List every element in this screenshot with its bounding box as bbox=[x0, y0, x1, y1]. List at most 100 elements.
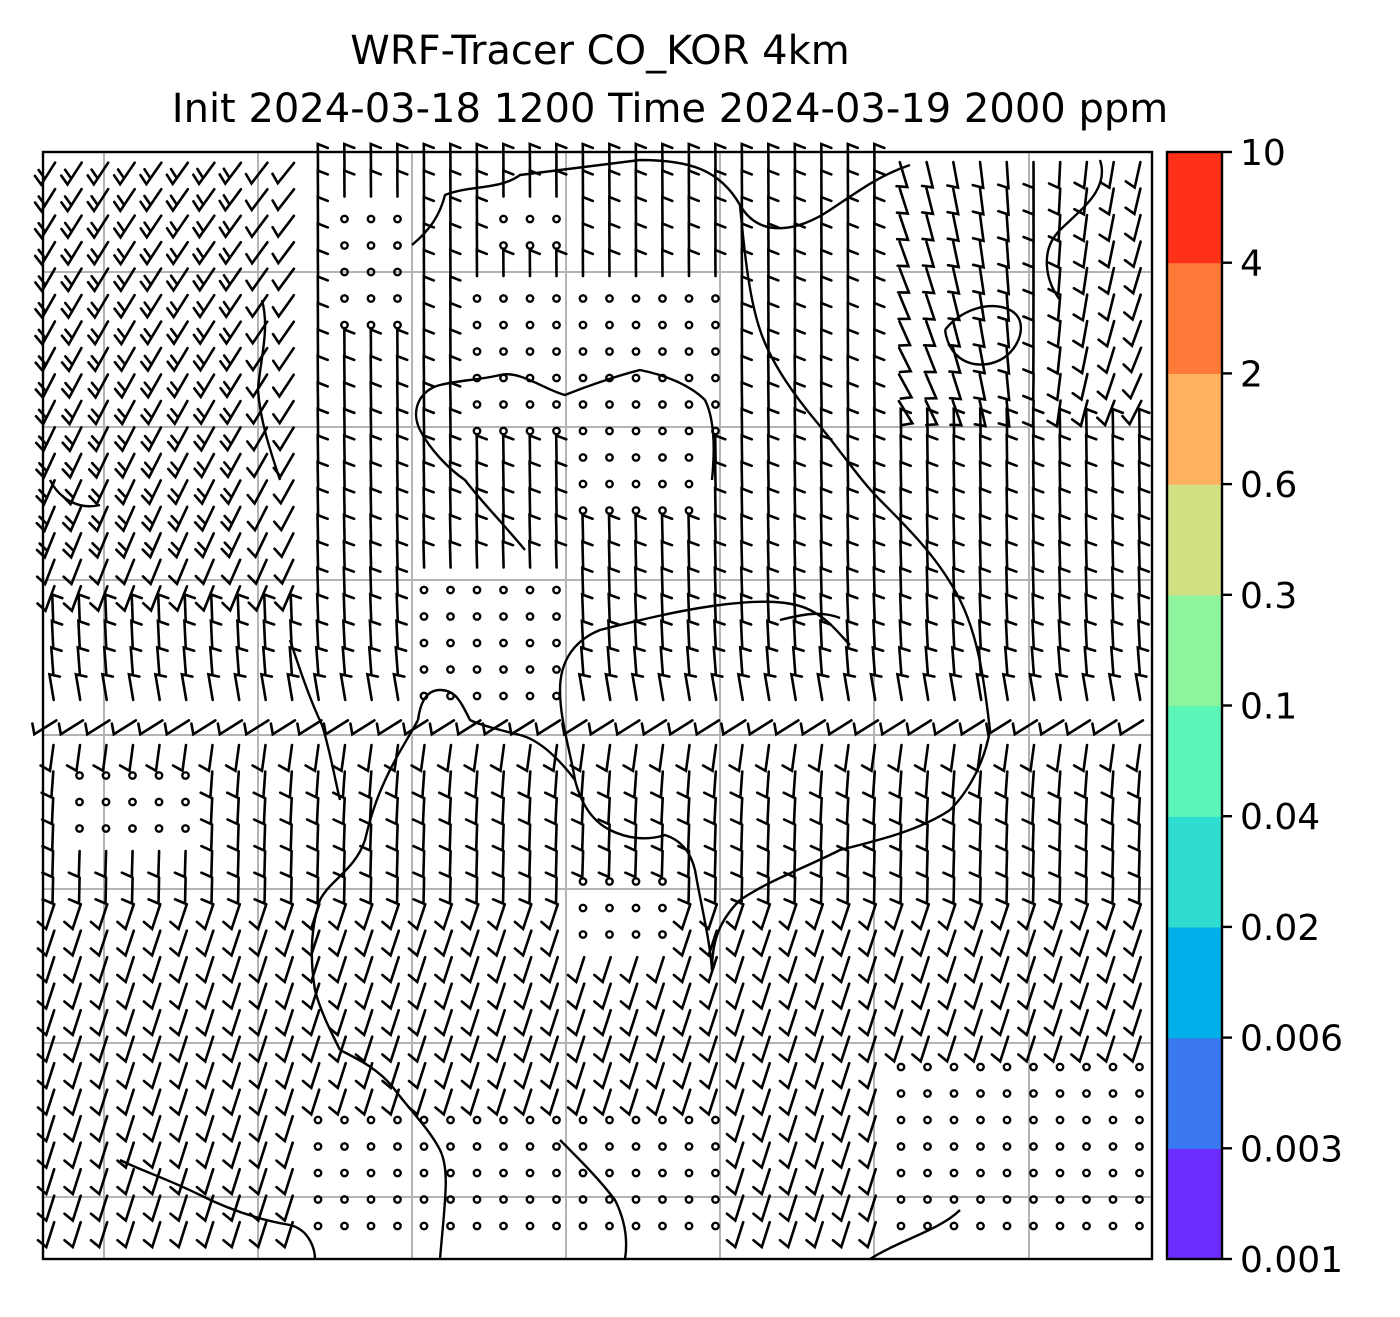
wind-barb bbox=[846, 539, 859, 569]
wind-barb bbox=[332, 876, 346, 906]
wind-barb bbox=[63, 929, 83, 958]
wind-barb bbox=[407, 1008, 427, 1038]
wind-barb bbox=[301, 902, 321, 932]
wind-barb bbox=[766, 168, 780, 198]
wind-barb bbox=[577, 672, 592, 702]
wind-barb bbox=[1110, 592, 1124, 622]
calm-marker bbox=[578, 1142, 588, 1151]
calm-marker bbox=[631, 903, 641, 913]
calm-marker bbox=[896, 1142, 906, 1151]
wind-barb bbox=[997, 346, 1011, 376]
wind-barb bbox=[139, 240, 163, 267]
wind-barb bbox=[218, 293, 242, 320]
wind-barb bbox=[116, 1141, 135, 1170]
wind-barb bbox=[342, 486, 356, 516]
calm-marker bbox=[446, 1142, 455, 1151]
wind-barb bbox=[369, 380, 382, 410]
wind-barb bbox=[110, 719, 138, 737]
wind-barb bbox=[195, 1141, 215, 1170]
wind-barb bbox=[448, 142, 462, 172]
wind-barb bbox=[116, 1167, 135, 1197]
wind-barb bbox=[113, 293, 136, 320]
calm-marker bbox=[446, 1168, 455, 1178]
wind-barb bbox=[139, 267, 163, 293]
wind-barb bbox=[86, 161, 110, 187]
wind-barb bbox=[193, 373, 216, 400]
calm-marker bbox=[923, 1089, 932, 1098]
wind-barb bbox=[1107, 672, 1122, 702]
calm-marker bbox=[499, 1115, 508, 1125]
wind-barb bbox=[246, 505, 269, 533]
wind-barb bbox=[622, 743, 638, 773]
wind-barb bbox=[897, 399, 915, 427]
calm-marker bbox=[393, 1142, 402, 1151]
wind-barb bbox=[964, 955, 983, 985]
wind-barb bbox=[275, 1220, 294, 1250]
calm-marker bbox=[1055, 1115, 1065, 1125]
calm-marker bbox=[472, 426, 482, 436]
calm-marker bbox=[658, 373, 667, 383]
wind-barb bbox=[921, 240, 936, 269]
wind-barb bbox=[357, 743, 373, 773]
wind-barb bbox=[169, 1141, 188, 1170]
wind-barb bbox=[437, 770, 453, 800]
wind-barb bbox=[1047, 213, 1062, 243]
calm-marker bbox=[525, 426, 535, 436]
coastline bbox=[499, 368, 715, 481]
wind-barb bbox=[422, 407, 436, 437]
wind-barb bbox=[819, 539, 833, 569]
wind-barb bbox=[183, 619, 196, 649]
wind-barb bbox=[448, 407, 462, 437]
wind-barb bbox=[766, 566, 780, 596]
wind-barb bbox=[1096, 929, 1116, 958]
wind-barb bbox=[566, 1035, 586, 1064]
wind-barb bbox=[86, 293, 110, 320]
calm-marker bbox=[525, 638, 535, 648]
wind-barb bbox=[766, 354, 780, 384]
wind-barb bbox=[200, 876, 214, 906]
wind-barb bbox=[36, 1061, 56, 1091]
wind-barb bbox=[271, 161, 296, 186]
wind-barb bbox=[60, 346, 83, 374]
calm-marker bbox=[578, 453, 588, 462]
wind-barb bbox=[63, 1114, 82, 1144]
wind-barb bbox=[805, 982, 824, 1011]
wind-barb bbox=[789, 672, 804, 702]
wind-barb bbox=[180, 672, 194, 702]
wind-barb bbox=[872, 539, 886, 569]
wind-barb bbox=[1004, 592, 1018, 622]
wind-barb bbox=[359, 876, 373, 906]
wind-barb bbox=[846, 301, 860, 331]
wind-barb bbox=[713, 592, 727, 622]
wind-barb bbox=[222, 1035, 241, 1064]
calm-marker bbox=[499, 426, 508, 436]
wind-barb bbox=[63, 1220, 82, 1250]
wind-barb bbox=[713, 248, 727, 278]
wind-barb bbox=[819, 407, 833, 437]
wind-barb bbox=[846, 433, 860, 463]
wind-barb bbox=[895, 672, 910, 702]
wind-barb bbox=[1058, 433, 1072, 463]
wind-barb bbox=[614, 719, 641, 737]
wind-barb bbox=[195, 955, 215, 985]
wind-barb bbox=[262, 619, 276, 649]
wind-barb bbox=[253, 876, 267, 906]
wind-barb bbox=[632, 645, 646, 675]
wind-barb bbox=[195, 1167, 215, 1197]
wind-barb bbox=[271, 346, 295, 373]
wind-barb bbox=[964, 1035, 983, 1064]
wind-barb bbox=[952, 433, 966, 463]
wind-barb bbox=[142, 1220, 162, 1250]
wind-barb bbox=[593, 982, 612, 1011]
wind-barb bbox=[566, 1008, 586, 1038]
wind-barb bbox=[1137, 592, 1151, 622]
wind-barb bbox=[1084, 592, 1098, 622]
calm-marker bbox=[552, 426, 561, 436]
wind-barb bbox=[725, 955, 745, 985]
calm-marker bbox=[499, 638, 508, 648]
calm-marker bbox=[552, 665, 561, 674]
wind-barb bbox=[1123, 1035, 1142, 1064]
wind-barb bbox=[156, 619, 170, 649]
wind-barb bbox=[87, 346, 110, 374]
wind-barb bbox=[597, 849, 611, 879]
